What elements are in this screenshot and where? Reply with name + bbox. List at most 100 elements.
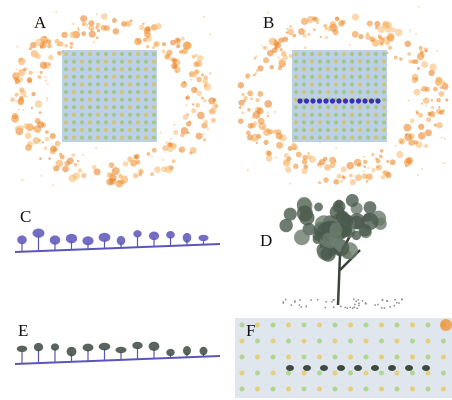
selected-point (304, 98, 309, 103)
point (417, 68, 419, 70)
point (165, 55, 169, 59)
point (169, 142, 173, 146)
point (256, 142, 258, 144)
point (191, 87, 197, 93)
ground-point (325, 301, 327, 303)
plant-point (240, 323, 245, 328)
plant-point (80, 128, 84, 132)
plant-canopy (115, 347, 126, 353)
point (341, 166, 347, 172)
plant-point (333, 371, 338, 376)
plant-point (144, 82, 148, 86)
plant-point (294, 52, 298, 56)
plant-point (342, 67, 346, 71)
plant-canopy (17, 346, 28, 352)
point (384, 120, 386, 122)
plant-point (358, 90, 362, 94)
ground-line (15, 356, 220, 364)
point (424, 144, 428, 148)
point (276, 133, 283, 140)
point (323, 24, 327, 28)
point (410, 119, 415, 124)
point (196, 60, 203, 67)
plant-point (302, 355, 307, 360)
point (245, 74, 250, 79)
point (138, 169, 143, 174)
point (121, 21, 127, 27)
point (253, 74, 255, 76)
point (354, 97, 356, 99)
point (335, 147, 337, 149)
point (189, 121, 191, 123)
point (180, 133, 184, 137)
plant-point (294, 120, 298, 124)
plant-point (255, 355, 260, 360)
point (40, 175, 42, 177)
ground-point (349, 307, 351, 309)
point (325, 36, 328, 39)
plant-point (374, 52, 378, 56)
selected-plant (371, 365, 379, 371)
plant-point (64, 120, 68, 124)
point (239, 106, 242, 109)
plant-point (80, 67, 84, 71)
plant-point (286, 355, 291, 360)
ground-point (355, 301, 357, 303)
plant-point (240, 355, 245, 360)
point (318, 181, 321, 184)
point (421, 168, 423, 170)
point (269, 38, 277, 46)
plant-point (410, 323, 415, 328)
plant-point (302, 136, 306, 140)
point (413, 59, 418, 64)
plant-point (286, 371, 291, 376)
point (95, 147, 97, 149)
plant-point (374, 67, 378, 71)
plant-point (348, 323, 353, 328)
point (337, 174, 342, 179)
point (329, 21, 336, 28)
plant-point (128, 82, 132, 86)
point (46, 97, 48, 99)
point (32, 126, 35, 129)
point (52, 184, 54, 186)
plant-point (271, 355, 276, 360)
point (385, 26, 392, 33)
point (155, 57, 157, 59)
point (256, 98, 260, 102)
point (374, 21, 380, 27)
point (19, 58, 23, 62)
plant-point (366, 113, 370, 117)
plant-point (144, 128, 148, 132)
point (444, 138, 446, 140)
point (130, 19, 133, 22)
plant-point (364, 371, 369, 376)
plant-point (136, 82, 140, 86)
plant-point (318, 120, 322, 124)
plant-point (302, 105, 306, 109)
point (93, 41, 95, 43)
point (423, 97, 430, 104)
plant-point (80, 75, 84, 79)
point (433, 115, 435, 117)
plant-point (136, 120, 140, 124)
point (45, 130, 49, 134)
point (409, 29, 411, 31)
point (40, 46, 43, 49)
plant-point (366, 128, 370, 132)
plant-point (317, 387, 322, 392)
point (185, 97, 188, 100)
plant-point (96, 60, 100, 64)
plant-point (104, 52, 108, 56)
plant-point (350, 75, 354, 79)
plant-point (302, 52, 306, 56)
plant-point (350, 82, 354, 86)
plant-point (326, 75, 330, 79)
point (431, 106, 435, 110)
plant-point (326, 60, 330, 64)
point (78, 168, 83, 173)
panel-a-image (10, 11, 218, 188)
point (425, 104, 427, 106)
plant-point (72, 120, 76, 124)
point (433, 87, 438, 92)
